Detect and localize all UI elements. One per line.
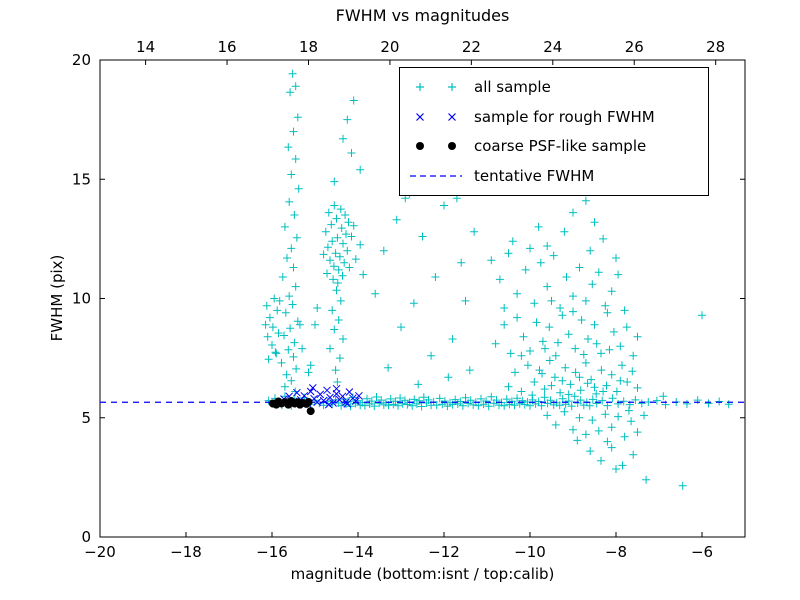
y-tick-label: 15	[72, 170, 91, 188]
top-tick-label: 16	[217, 38, 236, 56]
x-tick-label: −20	[84, 543, 116, 561]
series-psf-sample	[268, 397, 315, 416]
top-tick-label: 14	[136, 38, 155, 56]
top-tick-label: 20	[380, 38, 399, 56]
x-tick-label: −16	[256, 543, 288, 561]
x-tick-label: −8	[605, 543, 627, 561]
x-tick-label: −12	[428, 543, 460, 561]
top-tick-label: 22	[462, 38, 481, 56]
legend-label: all sample	[474, 77, 551, 96]
x-marker-icon	[416, 112, 456, 121]
x-axis-label: magnitude (bottom:isnt / top:calib)	[290, 565, 555, 583]
legend-dot	[416, 142, 424, 151]
x-tick-label: −18	[170, 543, 202, 561]
legend-label: tentative FWHM	[474, 167, 595, 186]
y-tick-label: 20	[72, 51, 91, 69]
top-tick-label: 24	[543, 38, 562, 56]
legend-item-rough-fwhm: sample for rough FWHM	[408, 103, 700, 131]
legend-glyph	[416, 82, 456, 91]
dashed-line-icon	[410, 175, 462, 177]
top-tick-label: 28	[706, 38, 725, 56]
legend-item-psf-sample: coarse PSF-like sample	[408, 132, 700, 160]
top-tick-label: 18	[299, 38, 318, 56]
legend-item-all-sample: all sample	[408, 73, 700, 101]
circle-marker	[304, 398, 313, 407]
legend: all sample sample for rough FWHM coarse …	[399, 67, 709, 196]
plus-marker-icon	[416, 82, 456, 91]
legend-glyph	[416, 112, 456, 121]
chart-title: FWHM vs magnitudes	[335, 6, 510, 25]
y-tick-label: 0	[81, 528, 91, 546]
y-axis-label: FWHM (pix)	[48, 254, 66, 342]
circle-marker	[306, 407, 315, 416]
legend-label: sample for rough FWHM	[474, 107, 655, 126]
legend-item-tentative-fwhm: tentative FWHM	[408, 162, 700, 190]
x-tick-label: −14	[342, 543, 374, 561]
x-tick-label: −6	[691, 543, 713, 561]
legend-label: coarse PSF-like sample	[474, 137, 647, 156]
x-tick-label: −10	[514, 543, 546, 561]
y-tick-label: 5	[81, 409, 91, 427]
circle-marker-icon	[416, 142, 456, 151]
y-tick-label: 10	[72, 290, 91, 308]
top-tick-label: 26	[625, 38, 644, 56]
legend-dot	[448, 142, 456, 151]
